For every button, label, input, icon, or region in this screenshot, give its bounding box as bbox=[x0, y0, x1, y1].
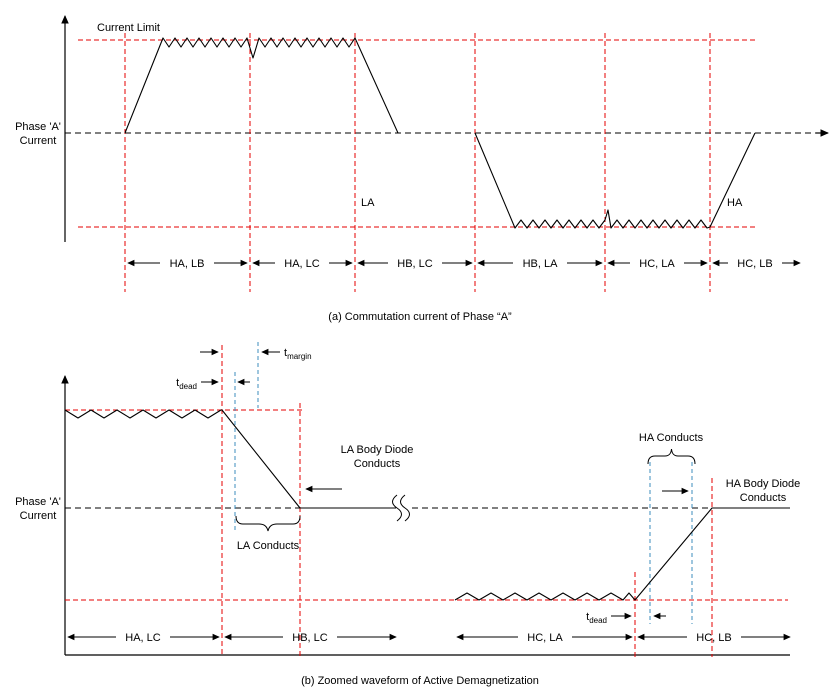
t-margin-label: tmargin bbox=[284, 347, 312, 361]
ha-body-diode-label-line1: HA Body Diode bbox=[726, 478, 801, 490]
la-body-diode-label-line1: LA Body Diode bbox=[341, 444, 414, 456]
la-conducts-label: LA Conducts bbox=[237, 540, 300, 552]
zoomed-waveform-left bbox=[64, 409, 396, 509]
section-arrows-a: HA, LB HA, LC HB, LC HB, LA HC, LA HC, L… bbox=[127, 258, 801, 270]
section-b2-label: HB, LC bbox=[292, 632, 328, 644]
break-symbol-right bbox=[400, 494, 410, 522]
ha-conducts-label: HA Conducts bbox=[639, 432, 704, 444]
y-axis-label-a-line2: Current bbox=[20, 135, 57, 147]
t-dead-right-label: tdead bbox=[586, 611, 607, 625]
la-conducts-brace bbox=[235, 515, 301, 532]
zoomed-waveform-right bbox=[454, 507, 790, 601]
section-a1-label: HA, LB bbox=[170, 258, 205, 270]
y-axis-label-b-line1: Phase 'A' bbox=[15, 496, 61, 508]
section-b1-label: HA, LC bbox=[125, 632, 161, 644]
caption-b: (b) Zoomed waveform of Active Demagnetiz… bbox=[301, 675, 539, 687]
la-label: LA bbox=[361, 197, 375, 209]
phase-a-waveform-negative bbox=[474, 132, 756, 229]
ha-label: HA bbox=[727, 197, 743, 209]
section-a3-label: HB, LC bbox=[397, 258, 433, 270]
section-a5-label: HC, LA bbox=[639, 258, 675, 270]
section-b4-label: HC, LB bbox=[696, 632, 731, 644]
break-symbol-left bbox=[392, 494, 402, 522]
current-limit-label: Current Limit bbox=[97, 22, 160, 34]
section-a2-label: HA, LC bbox=[284, 258, 320, 270]
ha-body-diode-label-line2: Conducts bbox=[740, 492, 787, 504]
section-a6-label: HC, LB bbox=[737, 258, 772, 270]
caption-a: (a) Commutation current of Phase “A” bbox=[328, 311, 512, 323]
phase-a-waveform-positive bbox=[124, 37, 399, 134]
section-b3-label: HC, LA bbox=[527, 632, 563, 644]
t-dead-left-label: tdead bbox=[176, 377, 197, 391]
ha-conducts-brace bbox=[647, 448, 696, 465]
diagram-a: Current Limit Phase 'A' Current LA HA HA… bbox=[15, 15, 829, 323]
la-body-diode-label-line2: Conducts bbox=[354, 458, 401, 470]
y-axis-label-a-line1: Phase 'A' bbox=[15, 121, 61, 133]
y-axis-label-b-line2: Current bbox=[20, 510, 57, 522]
diagram-b: Phase 'A' Current tmargin tdead LA Body … bbox=[15, 342, 800, 687]
section-arrows-b: HA, LC HB, LC HC, LA HC, LB bbox=[67, 632, 791, 644]
section-a4-label: HB, LA bbox=[523, 258, 559, 270]
